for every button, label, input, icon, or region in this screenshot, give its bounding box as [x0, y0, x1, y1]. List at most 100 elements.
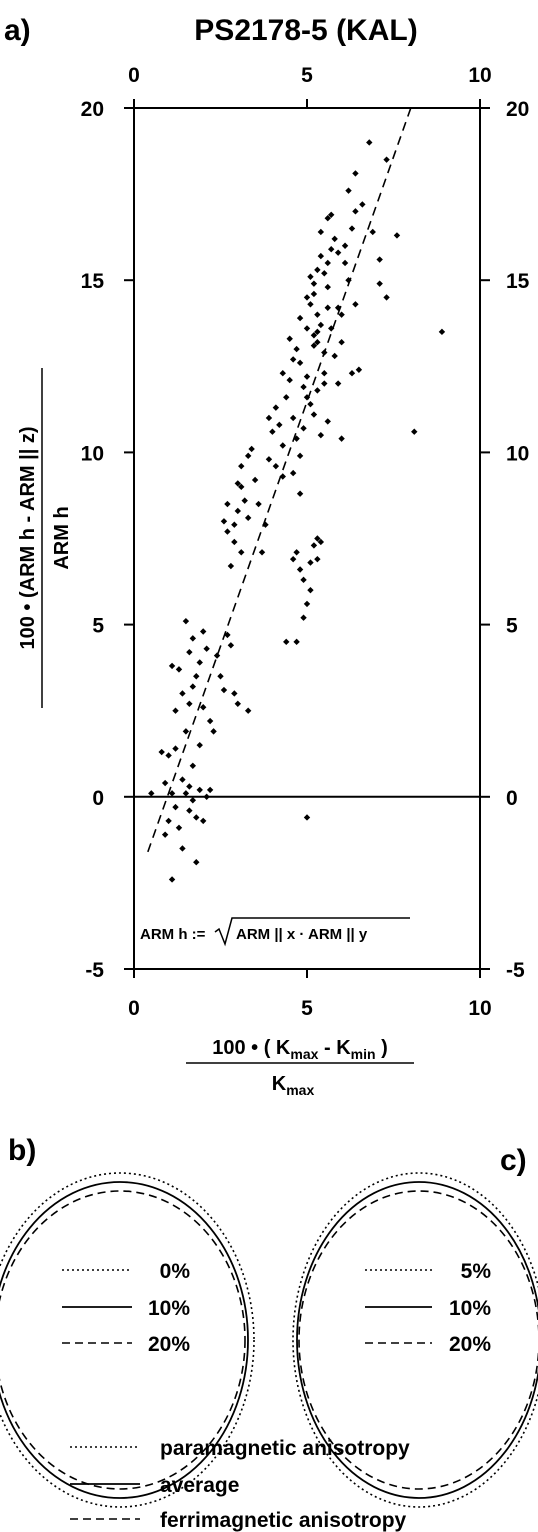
outer-dotted-ellipse-c: [292, 1172, 538, 1508]
xlabel-denominator: Kmax: [272, 1073, 315, 1098]
data-point: [355, 366, 363, 373]
solid-ellipse: [0, 1181, 249, 1499]
legend-b-label-2: 20%: [148, 1333, 190, 1356]
y-tick-label-left: 15: [81, 270, 105, 293]
data-point: [289, 414, 297, 422]
data-point: [165, 817, 172, 825]
data-point: [161, 831, 169, 838]
data-point: [189, 683, 197, 690]
data-point: [276, 421, 283, 429]
data-point: [300, 576, 307, 584]
data-point: [179, 845, 186, 852]
data-point: [234, 700, 241, 708]
data-point: [366, 139, 373, 146]
data-point: [341, 259, 349, 267]
sqrt-sign: [214, 917, 410, 947]
x-tick-label-bottom: 5: [301, 997, 313, 1020]
data-point: [334, 304, 342, 311]
data-point: [293, 435, 300, 442]
data-point: [200, 704, 207, 711]
data-point: [293, 345, 300, 353]
ylabel-denominator: ARM h: [51, 506, 73, 569]
data-point: [369, 228, 376, 236]
xlabel-numerator: 100 • ( Kmax - Kmin ): [212, 1037, 388, 1062]
data-point: [248, 445, 255, 453]
data-point: [296, 566, 304, 573]
data-point: [310, 411, 318, 418]
y-tick-label-right: 15: [506, 270, 530, 293]
legend-bottom-label-2: ferrimagnetic anisotropy: [160, 1509, 407, 1532]
data-point: [317, 228, 325, 236]
data-point: [220, 686, 228, 694]
x-tick-label-top: 5: [301, 64, 313, 87]
data-point: [283, 394, 290, 401]
data-point: [334, 380, 342, 387]
data-point: [193, 859, 200, 866]
data-point: [438, 328, 446, 336]
data-point: [334, 249, 342, 256]
data-point: [317, 321, 325, 329]
data-point: [241, 497, 248, 504]
data-point: [296, 359, 304, 367]
data-point: [303, 394, 311, 401]
data-point: [314, 328, 321, 336]
data-point: [321, 380, 328, 387]
legend-b-label-0: 0%: [160, 1260, 191, 1283]
xlabel-sub-max: max: [290, 1046, 318, 1062]
data-point: [341, 242, 349, 249]
data-point: [296, 314, 304, 322]
data-point: [210, 728, 217, 735]
data-point: [317, 431, 325, 439]
formula-left: ARM h :=: [140, 926, 206, 943]
y-tick-label-right: 20: [506, 98, 529, 121]
data-point: [238, 462, 245, 470]
data-point: [328, 246, 335, 253]
data-point: [283, 638, 290, 646]
data-point: [182, 617, 190, 625]
data-point: [331, 235, 338, 243]
data-point: [300, 425, 307, 432]
data-point: [314, 535, 321, 542]
data-point: [227, 562, 235, 570]
solid-ellipse-c: [296, 1181, 538, 1499]
data-point: [376, 256, 383, 263]
data-point: [179, 776, 186, 783]
data-point: [348, 225, 356, 232]
y-tick-label-right: 0: [506, 787, 518, 810]
x-tick-label-top: 10: [468, 64, 491, 87]
data-point: [224, 500, 231, 508]
data-point: [206, 717, 214, 725]
panel-c: c) 5% 10% 20%: [292, 1144, 538, 1508]
data-point: [244, 707, 252, 714]
data-point: [224, 528, 231, 535]
data-point: [310, 290, 318, 298]
x-tick-label-bottom: 10: [468, 997, 491, 1020]
data-point: [293, 638, 300, 646]
data-point: [175, 824, 183, 831]
data-point: [238, 483, 245, 491]
data-point: [352, 170, 359, 177]
data-point: [300, 614, 307, 621]
panel-label-a: a): [4, 14, 31, 47]
y-axis-label: 100 • (ARM h - ARM || z) ARM h: [17, 368, 73, 708]
scatter-plot: 0 0 5 5 10 10 -5 -5 0 0 5 5 10 10 15 15 20 20 ARM h := AR…: [81, 64, 530, 1020]
data-point: [289, 356, 297, 363]
data-point: [279, 369, 286, 377]
data-point: [331, 352, 338, 360]
data-point: [296, 452, 304, 460]
xlabel-prefix: 100 • ( K: [212, 1037, 291, 1059]
data-point: [269, 428, 276, 435]
data-point: [213, 652, 221, 659]
data-point: [310, 542, 318, 549]
data-point: [217, 673, 224, 680]
bottom-legend: paramagnetic anisotropy average ferrimag…: [70, 1437, 410, 1532]
data-point: [165, 752, 172, 759]
data-point: [186, 807, 193, 814]
data-point: [307, 400, 314, 408]
data-point: [307, 273, 314, 280]
data-point: [244, 514, 252, 522]
data-point: [203, 793, 210, 800]
data-point: [193, 814, 200, 821]
data-point: [300, 383, 307, 391]
